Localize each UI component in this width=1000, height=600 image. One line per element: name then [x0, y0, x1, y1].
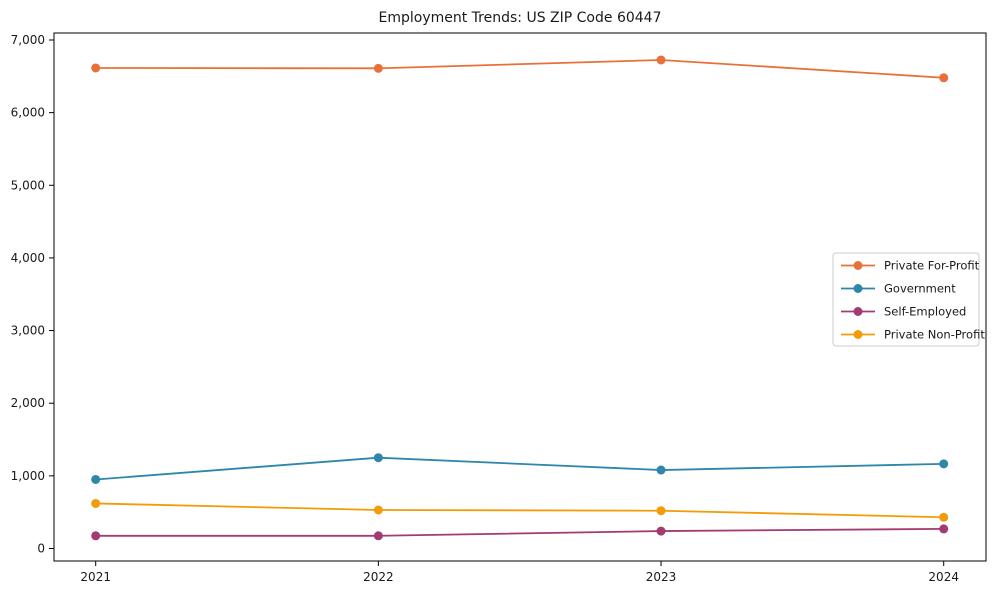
legend-marker-icon [853, 261, 863, 270]
plot-frame [53, 32, 987, 562]
legend-box [832, 252, 980, 347]
legend-item: Self-Employed [841, 305, 966, 319]
legend-item-label: Self-Employed [884, 305, 966, 319]
y-tick-label: 4,000 [11, 251, 45, 265]
data-point-private-for-profit [656, 55, 666, 65]
y-tick-label: 3,000 [11, 324, 45, 338]
legend-marker-icon [853, 330, 863, 339]
series-line-self-employed [95, 527, 944, 537]
data-point-government [373, 453, 383, 463]
legend-marker-icon [853, 284, 863, 293]
y-tick-label: 1,000 [11, 469, 45, 483]
y-tick-label: 5,000 [11, 178, 45, 192]
x-tick-label: 2021 [80, 570, 111, 584]
y-tick-label: 0 [37, 542, 45, 556]
data-point-self-employed [91, 531, 101, 541]
data-point-private-for-profit [939, 73, 949, 83]
y-axis: 0 1,000 2,000 3,000 4,000 5,000 6,000 7,000 [11, 33, 54, 556]
legend-item-label: Private For-Profit [884, 259, 980, 273]
series-line-government [95, 456, 944, 481]
y-tick-label: 6,000 [11, 106, 45, 120]
data-point-government [91, 474, 101, 484]
legend: Private For-Profit Government Self-Employe… [832, 252, 985, 347]
x-tick-label: 2022 [363, 570, 394, 584]
data-point-private-for-profit [91, 63, 101, 73]
data-point-self-employed [656, 526, 666, 536]
legend-item-label: Government [884, 282, 956, 296]
data-point-self-employed [939, 524, 949, 534]
chart-title: Employment Trends: US ZIP Code 60447 [378, 10, 662, 26]
data-point-self-employed [373, 531, 383, 541]
data-point-private-non-profit [91, 498, 101, 508]
x-axis: 2021 2022 2023 2024 [80, 561, 959, 584]
legend-item: Private Non-Profit [841, 328, 985, 342]
x-tick-label: 2023 [646, 570, 677, 584]
plot-border [53, 32, 987, 562]
data-point-government [656, 465, 666, 475]
legend-item-label: Private Non-Profit [884, 328, 985, 342]
data-point-private-non-profit [373, 505, 383, 515]
y-tick-label: 2,000 [11, 396, 45, 410]
data-series [91, 55, 949, 541]
data-point-private-non-profit [656, 506, 666, 516]
legend-item: Government [841, 282, 956, 296]
series-line-private-non-profit [95, 502, 944, 519]
data-point-private-non-profit [939, 512, 949, 522]
legend-item: Private For-Profit [841, 259, 980, 273]
series-line-private-for-profit [95, 59, 944, 79]
x-tick-label: 2024 [928, 570, 959, 584]
y-tick-label: 7,000 [11, 33, 45, 47]
legend-marker-icon [853, 307, 863, 316]
data-point-government [939, 459, 949, 469]
data-point-private-for-profit [373, 63, 383, 73]
